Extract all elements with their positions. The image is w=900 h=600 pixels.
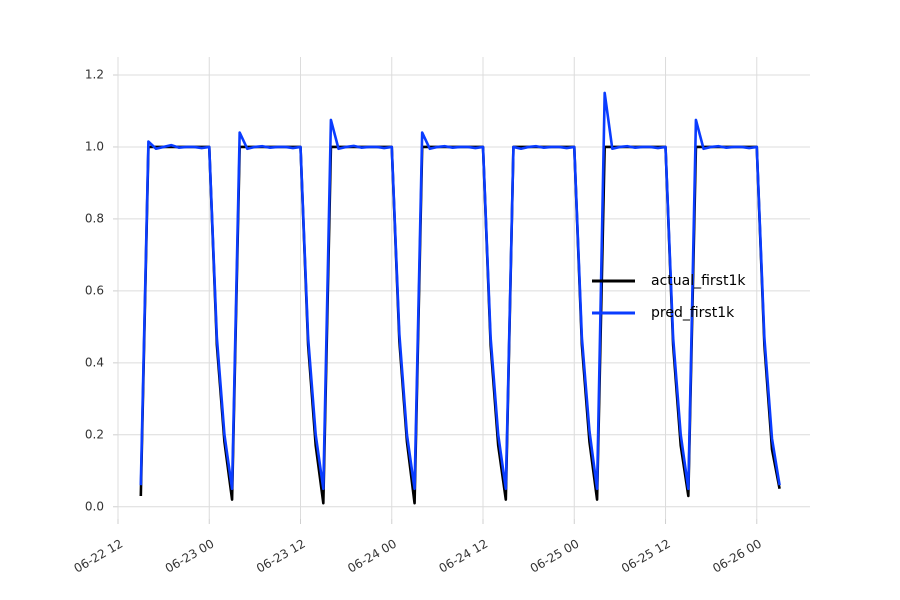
y-tick-label: 0.4 [85, 355, 104, 369]
x-tick-label: 06-22 12 [72, 537, 126, 576]
x-tick-label: 06-23 00 [163, 537, 217, 576]
x-tick-label: 06-26 00 [710, 537, 764, 576]
x-tick-label: 06-24 00 [345, 537, 399, 576]
y-tick-label: 1.0 [85, 139, 104, 153]
legend-label: actual_first1k [651, 273, 746, 289]
y-tick-label: 0.0 [85, 499, 104, 513]
y-tick-label: 0.6 [85, 283, 104, 297]
legend-label: pred_first1k [651, 305, 735, 321]
x-tick-label: 06-23 12 [254, 537, 308, 576]
x-tick-label: 06-25 00 [528, 537, 582, 576]
series-line [139, 91, 781, 491]
x-tick-label: 06-25 12 [619, 537, 673, 576]
x-tick-label: 06-24 12 [437, 537, 491, 576]
y-tick-label: 0.2 [85, 427, 104, 441]
y-tick-label: 0.8 [85, 211, 104, 225]
y-tick-label: 1.2 [85, 67, 104, 81]
